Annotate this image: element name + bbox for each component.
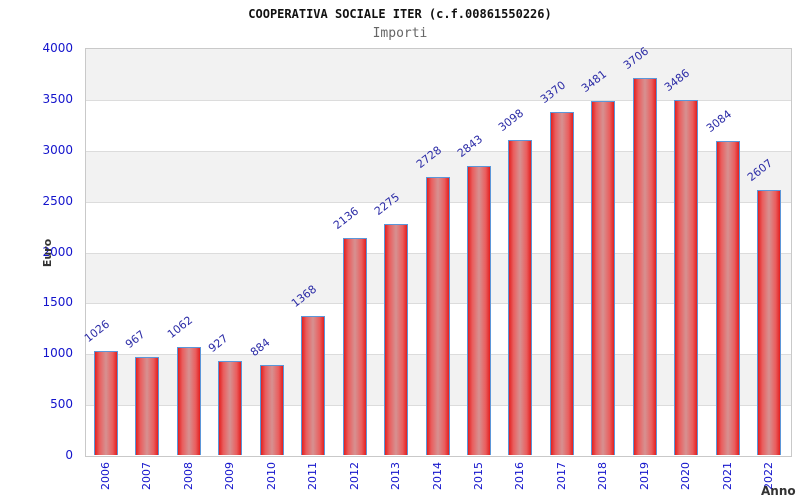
bar-2019 [632,77,657,455]
gridline [86,150,791,152]
bar-2020 [674,100,699,455]
bar-2009 [218,360,243,455]
bar-2017 [549,112,574,455]
gridline [86,99,791,101]
bar-2012 [342,237,367,455]
x-axis-label: Anno [761,484,796,498]
x-tick-label: 2012 [347,462,361,490]
y-tick-label: 2000 [42,244,73,259]
x-tick-label: 2018 [596,462,610,490]
chart-title: COOPERATIVA SOCIALE ITER (c.f.0086155022… [248,7,552,21]
x-tick-label: 2021 [720,462,734,490]
bar-2016 [508,139,533,455]
bar-2014 [425,177,450,455]
x-tick-label: 2015 [471,462,485,490]
bar-2015 [466,165,491,455]
x-tick-label: 2006 [98,462,112,490]
x-tick-label: 2009 [223,462,237,490]
bar-2008 [176,346,201,455]
bar-2022 [757,189,782,455]
bar-2007 [135,356,160,455]
bar-2011 [301,315,326,455]
y-tick-label: 500 [50,397,73,412]
x-tick-label: 2007 [140,462,154,490]
plot-band [86,49,791,100]
chart-subtitle: Importi [372,26,428,41]
x-tick-label: 2013 [389,462,403,490]
y-tick-label: 4000 [42,41,73,55]
x-tick-label: 2010 [264,462,278,490]
x-tick-label: 2016 [513,462,527,490]
y-tick-label: 1500 [42,295,73,310]
x-tick-label: 2020 [679,462,693,490]
plot-band [86,99,791,151]
y-tick-label: 2500 [42,193,73,208]
x-tick-label: 2011 [306,462,320,490]
bar-2021 [715,141,740,455]
bar-2013 [384,223,409,455]
bar-2006 [93,350,118,455]
x-tick-label: 2014 [430,462,444,490]
bar-2010 [259,365,284,455]
x-tick-label: 2008 [181,462,195,490]
y-tick-label: 0 [65,448,73,462]
y-axis-label: Euro [41,238,54,268]
x-tick-label: 2019 [637,462,651,490]
y-tick-label: 1000 [42,346,73,361]
y-tick-label: 3000 [42,142,73,157]
bar-2018 [591,100,616,455]
x-tick-label: 2017 [554,462,568,490]
y-tick-label: 3500 [42,91,73,106]
